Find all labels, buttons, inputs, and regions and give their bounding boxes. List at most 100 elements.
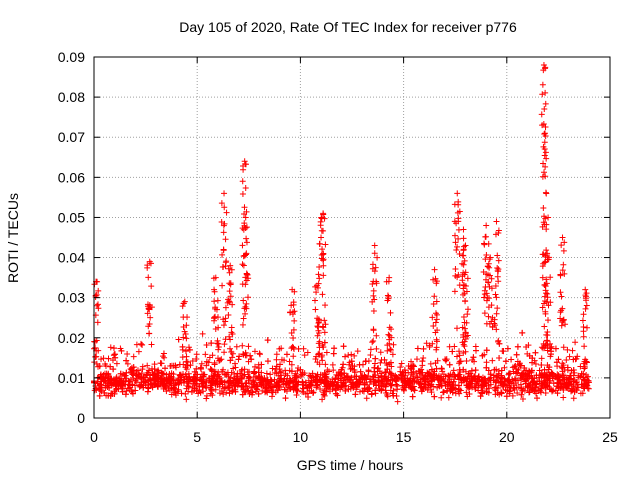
data-point: [481, 380, 488, 387]
data-point: [580, 383, 587, 390]
data-point: [442, 382, 449, 389]
data-point: [243, 208, 250, 215]
data-point: [543, 331, 550, 338]
data-point: [219, 282, 226, 289]
data-point: [406, 381, 413, 388]
data-point: [144, 388, 151, 395]
data-point: [380, 383, 387, 390]
data-point: [237, 370, 244, 377]
data-point: [463, 389, 470, 396]
data-point: [203, 362, 210, 369]
data-point: [577, 390, 584, 397]
data-point: [213, 306, 220, 313]
data-point: [105, 380, 112, 387]
data-point: [314, 382, 321, 389]
data-point: [311, 297, 318, 304]
data-point: [239, 261, 246, 268]
data-point: [239, 321, 246, 328]
data-point: [220, 247, 227, 254]
data-point: [98, 384, 105, 391]
data-point: [155, 383, 162, 390]
data-point: [422, 372, 429, 379]
data-point: [267, 371, 274, 378]
data-point: [559, 267, 566, 274]
data-point: [461, 257, 468, 264]
data-point: [212, 274, 219, 281]
data-point: [461, 338, 468, 345]
data-point: [531, 387, 538, 394]
data-point: [532, 349, 539, 356]
data-point: [293, 379, 300, 386]
data-point: [541, 139, 548, 146]
data-point: [146, 306, 153, 313]
data-point: [570, 395, 577, 402]
data-point: [199, 383, 206, 390]
data-point: [293, 385, 300, 392]
data-point: [561, 376, 568, 383]
data-point: [431, 393, 438, 400]
data-point: [540, 377, 547, 384]
data-point: [451, 343, 458, 350]
data-point: [231, 360, 238, 367]
data-point: [220, 322, 227, 329]
data-point: [183, 379, 190, 386]
data-point: [228, 348, 235, 355]
data-point: [432, 360, 439, 367]
data-point: [117, 382, 124, 389]
data-point: [226, 333, 233, 340]
data-point: [539, 304, 546, 311]
data-point: [540, 62, 547, 69]
data-point: [370, 326, 377, 333]
data-point: [483, 347, 490, 354]
data-point: [542, 123, 549, 130]
data-point: [308, 388, 315, 395]
data-point: [544, 338, 551, 345]
data-point: [192, 385, 199, 392]
data-point: [372, 387, 379, 394]
data-point: [431, 266, 438, 273]
data-point: [549, 375, 556, 382]
data-point: [543, 155, 550, 162]
data-point: [282, 370, 289, 377]
data-point: [483, 359, 490, 366]
data-point: [538, 355, 545, 362]
data-point: [532, 383, 539, 390]
data-point: [216, 380, 223, 387]
data-point: [559, 305, 566, 312]
data-point: [503, 393, 510, 400]
data-point: [493, 310, 500, 317]
data-point: [188, 388, 195, 395]
data-point: [383, 376, 390, 383]
data-point: [540, 345, 547, 352]
data-point: [539, 263, 546, 270]
data-point: [361, 372, 368, 379]
data-point: [124, 360, 131, 367]
data-point: [372, 372, 379, 379]
data-point: [577, 373, 584, 380]
data-point: [433, 344, 440, 351]
data-point: [371, 250, 378, 257]
data-point: [304, 384, 311, 391]
data-point: [345, 386, 352, 393]
data-point: [563, 357, 570, 364]
data-point: [394, 386, 401, 393]
data-point: [239, 190, 246, 197]
data-point: [409, 393, 416, 400]
data-point: [329, 361, 336, 368]
data-point: [321, 317, 328, 324]
data-point: [240, 297, 247, 304]
data-point: [218, 356, 225, 363]
data-point: [288, 361, 295, 368]
data-point: [183, 396, 190, 403]
data-point: [135, 348, 142, 355]
data-point: [473, 381, 480, 388]
data-point: [456, 358, 463, 365]
data-point: [93, 291, 100, 298]
data-point: [110, 366, 117, 373]
data-point: [251, 369, 258, 376]
data-point: [371, 368, 378, 375]
data-point: [258, 381, 265, 388]
data-point: [329, 386, 336, 393]
data-point: [239, 391, 246, 398]
data-point: [105, 371, 112, 378]
